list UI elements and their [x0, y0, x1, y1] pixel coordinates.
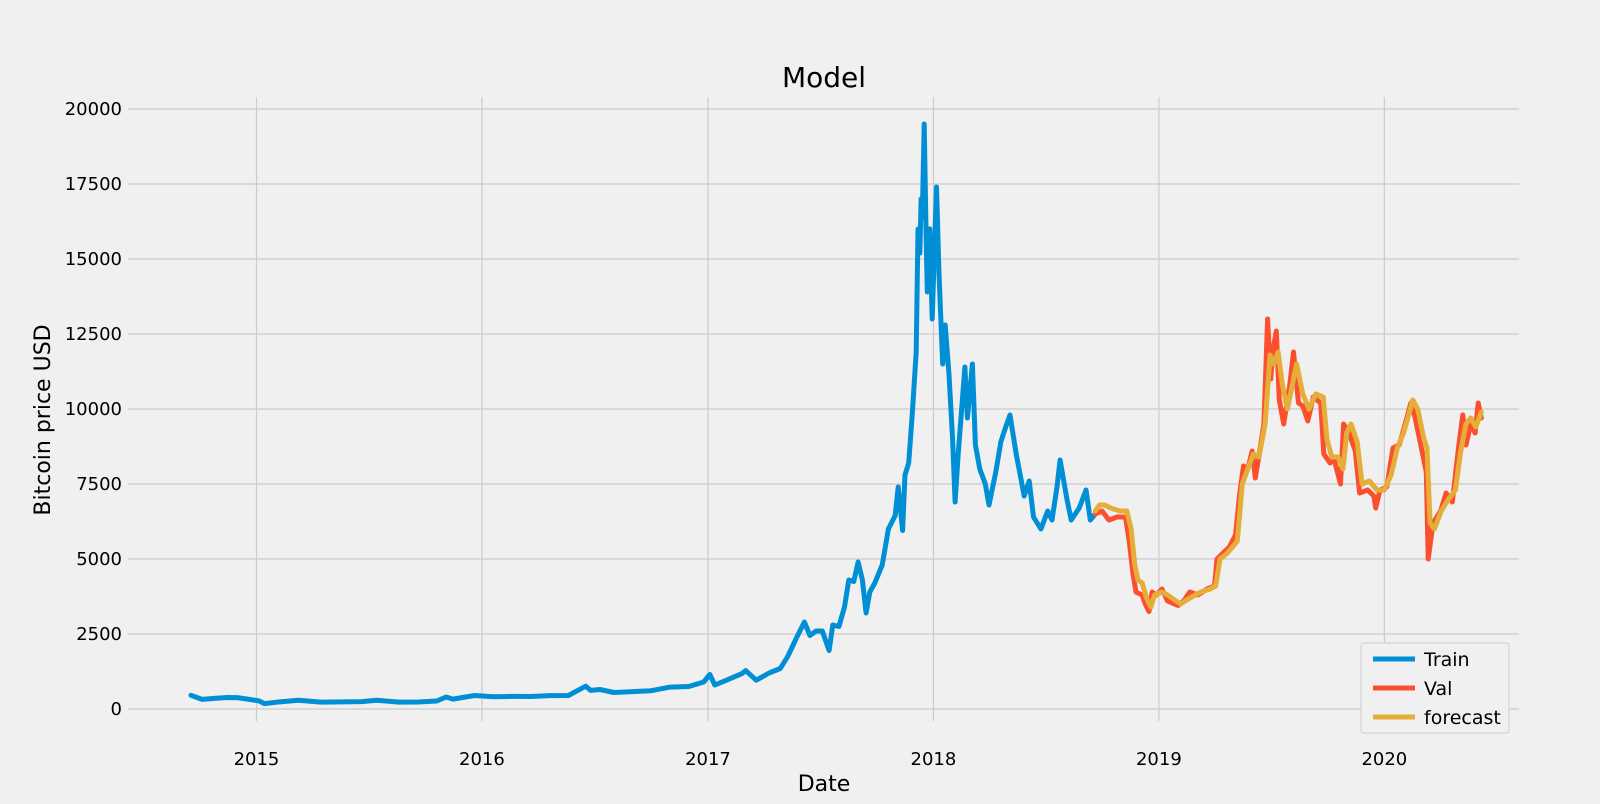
legend-label-forecast: forecast [1424, 707, 1501, 729]
series-line-train [188, 121, 1098, 707]
x-tick-label: 2016 [459, 749, 505, 770]
tick-labels: 0 2500 5000 7500 10000 12500 15000 17500 20000 20… [65, 99, 1408, 770]
chart-title: Model [782, 61, 866, 94]
legend-label-val: Val [1424, 678, 1452, 700]
y-tick-label: 7500 [76, 474, 122, 495]
series-lines [188, 121, 1484, 707]
series-line-forecast [1092, 349, 1484, 610]
y-tick-label: 17500 [65, 174, 122, 195]
y-tick-label: 20000 [65, 99, 122, 120]
x-tick-label: 2015 [234, 749, 280, 770]
y-tick-label: 0 [111, 699, 122, 720]
legend-box [1360, 642, 1510, 734]
y-axis-label: Bitcoin price USD [31, 324, 56, 515]
x-tick-label: 2018 [911, 749, 957, 770]
y-tick-label: 12500 [65, 324, 122, 345]
legend-label-train: Train [1423, 649, 1470, 671]
y-tick-label: 5000 [76, 549, 122, 570]
grid-lines [128, 97, 1519, 721]
y-tick-label: 10000 [65, 399, 122, 420]
y-tick-label: 2500 [76, 624, 122, 645]
x-tick-label: 2019 [1136, 749, 1182, 770]
legend: Train Val forecast [1360, 642, 1510, 734]
x-axis-label: Date [798, 772, 851, 797]
y-tick-label: 15000 [65, 249, 122, 270]
x-tick-label: 2020 [1361, 749, 1407, 770]
x-tick-label: 2017 [685, 749, 731, 770]
